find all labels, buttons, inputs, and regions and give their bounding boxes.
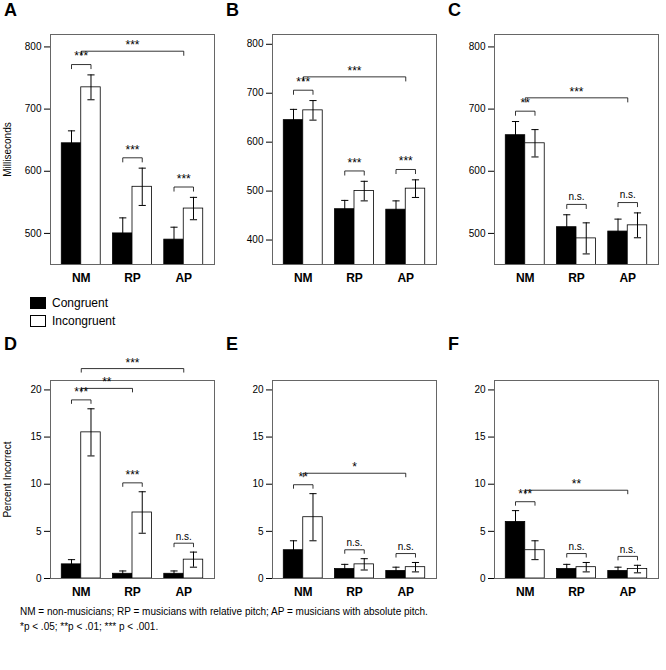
svg-text:AP: AP (175, 271, 192, 285)
svg-text:10: 10 (30, 478, 42, 489)
svg-text:0: 0 (258, 573, 264, 584)
svg-text:0: 0 (480, 573, 486, 584)
svg-text:700: 700 (25, 103, 42, 114)
svg-text:n.s.: n.s. (620, 544, 636, 555)
svg-text:5: 5 (480, 526, 486, 537)
svg-text:15: 15 (252, 431, 264, 442)
html-text:Congruent: Congruent (52, 296, 108, 310)
html-text:B: B (226, 0, 239, 20)
svg-text:20: 20 (474, 384, 486, 395)
svg-text:AP: AP (397, 585, 414, 599)
svg-text:800: 800 (247, 38, 264, 49)
svg-text:**: ** (102, 375, 112, 389)
svg-text:10: 10 (252, 478, 264, 489)
svg-text:RP: RP (568, 585, 585, 599)
svg-text:**: ** (572, 477, 582, 491)
svg-text:***: *** (347, 64, 361, 78)
svg-text:n.s.: n.s. (346, 537, 362, 548)
svg-text:700: 700 (247, 87, 264, 98)
svg-text:RP: RP (568, 271, 585, 285)
html-text:C: C (448, 0, 461, 20)
svg-text:500: 500 (247, 185, 264, 196)
svg-text:500: 500 (25, 228, 42, 239)
svg-text:600: 600 (25, 165, 42, 176)
svg-text:RP: RP (346, 271, 363, 285)
svg-text:AP: AP (175, 585, 192, 599)
svg-text:n.s.: n.s. (176, 531, 192, 542)
svg-text:Percent Incorrect: Percent Incorrect (2, 441, 13, 517)
svg-text:*: * (352, 460, 357, 474)
svg-text:***: *** (74, 385, 88, 399)
html-text:NM = non-musicians; RP = music: NM = non-musicians; RP = musicians with … (20, 606, 428, 617)
svg-text:600: 600 (247, 136, 264, 147)
svg-text:NM: NM (72, 585, 91, 599)
svg-text:***: *** (125, 356, 139, 370)
svg-text:**: ** (299, 470, 309, 484)
svg-text:AP: AP (397, 271, 414, 285)
svg-text:n.s.: n.s. (568, 541, 584, 552)
svg-text:***: *** (296, 75, 310, 89)
svg-text:800: 800 (25, 41, 42, 52)
svg-text:400: 400 (247, 234, 264, 245)
html-text:A: A (4, 0, 17, 20)
svg-text:Milliseconds: Milliseconds (2, 122, 13, 176)
svg-text:RP: RP (124, 585, 141, 599)
svg-text:RP: RP (124, 271, 141, 285)
svg-text:***: *** (347, 156, 361, 170)
svg-text:***: *** (125, 468, 139, 482)
svg-text:15: 15 (30, 431, 42, 442)
svg-text:***: *** (569, 85, 583, 99)
svg-text:***: *** (518, 487, 532, 501)
svg-text:n.s.: n.s. (620, 189, 636, 200)
svg-text:n.s.: n.s. (568, 191, 584, 202)
svg-text:***: *** (177, 172, 191, 186)
svg-text:5: 5 (258, 526, 264, 537)
svg-text:NM: NM (516, 585, 535, 599)
svg-text:***: *** (399, 154, 413, 168)
svg-text:0: 0 (36, 573, 42, 584)
svg-text:RP: RP (346, 585, 363, 599)
svg-text:NM: NM (294, 585, 313, 599)
svg-text:800: 800 (469, 41, 486, 52)
svg-text:700: 700 (469, 103, 486, 114)
svg-text:500: 500 (469, 228, 486, 239)
svg-text:***: *** (74, 49, 88, 63)
svg-text:n.s.: n.s. (398, 541, 414, 552)
svg-text:600: 600 (469, 165, 486, 176)
svg-text:20: 20 (30, 384, 42, 395)
html-text:F: F (448, 334, 459, 354)
svg-text:NM: NM (294, 271, 313, 285)
svg-text:20: 20 (252, 384, 264, 395)
svg-text:***: *** (125, 38, 139, 52)
html-text:D: D (4, 334, 17, 354)
svg-text:5: 5 (36, 526, 42, 537)
html-text:*p < .05; **p < .01; *** p < .: *p < .05; **p < .01; *** p < .001. (20, 621, 159, 632)
svg-text:AP: AP (619, 585, 636, 599)
svg-text:10: 10 (474, 478, 486, 489)
html-text:Incongruent: Incongruent (52, 314, 116, 328)
html-text:E: E (226, 334, 238, 354)
svg-text:15: 15 (474, 431, 486, 442)
svg-text:NM: NM (72, 271, 91, 285)
svg-text:***: *** (125, 143, 139, 157)
svg-text:NM: NM (516, 271, 535, 285)
svg-text:**: ** (521, 96, 531, 110)
svg-text:AP: AP (619, 271, 636, 285)
